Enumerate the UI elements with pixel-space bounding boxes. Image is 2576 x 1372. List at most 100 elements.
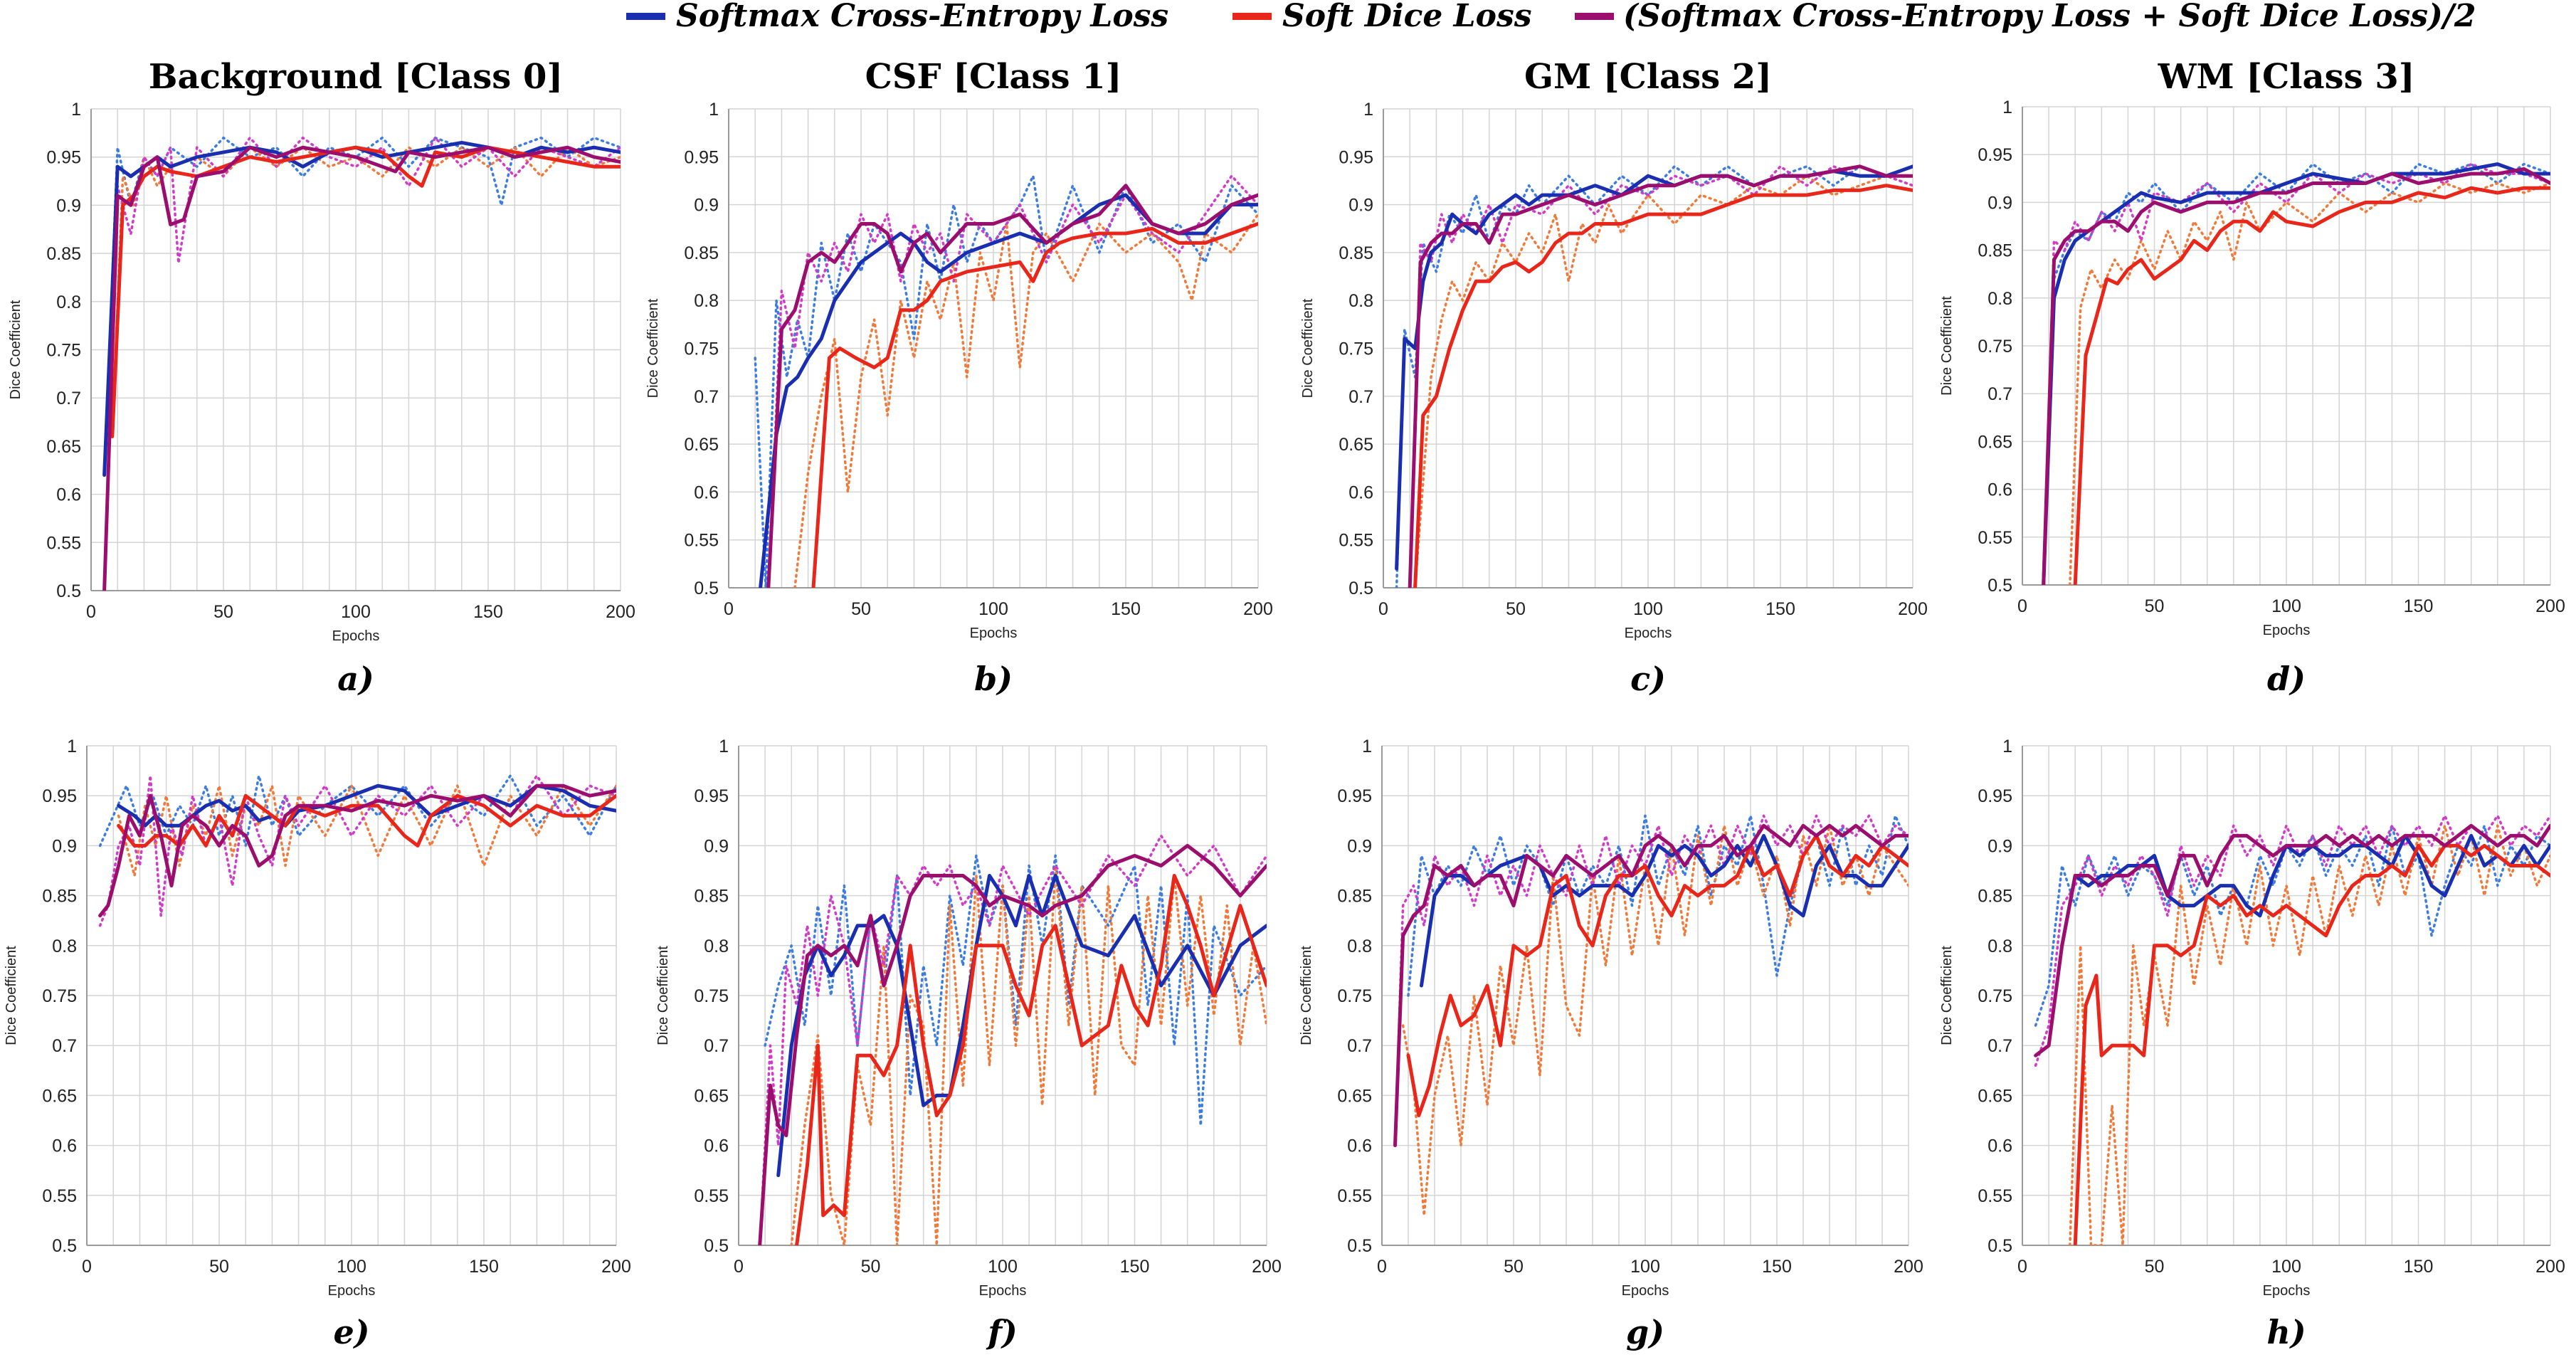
- series-line-ce-dotted: [98, 774, 616, 848]
- x-tick-label: 0: [82, 1257, 92, 1277]
- y-tick-label: 0.8: [1988, 936, 2012, 956]
- series-group: [98, 774, 616, 927]
- y-tick-label: 0.85: [1337, 887, 1372, 907]
- series-group: [1395, 164, 1913, 588]
- y-tick-label: 0.55: [1978, 528, 2012, 548]
- x-tick-label: 200: [2535, 1257, 2565, 1277]
- x-axis-label: Epochs: [332, 628, 380, 644]
- y-tick-label: 0.95: [694, 786, 729, 806]
- y-tick-label: 0.5: [52, 1236, 77, 1256]
- y-tick-label: 0.65: [694, 1086, 729, 1106]
- y-tick-label: 0.65: [42, 1086, 77, 1106]
- legend-label-combo: (Softmax Cross-Entropy Loss + Soft Dice …: [1623, 0, 2476, 34]
- chart-panel-5: 0.5 0.55 0.6 0.65 0.7 0.75 0.8 0.85 0.9 0.95 1 0 50 1…: [4, 737, 631, 1351]
- y-tick-label: 0.95: [42, 786, 77, 806]
- panel-label: h): [2266, 1313, 2306, 1351]
- legend-item-dice: Soft Dice Loss: [1232, 0, 1532, 34]
- y-axis-label: Dice Coefficient: [645, 298, 661, 398]
- chart-title: WM [Class 3]: [2158, 57, 2415, 97]
- x-tick-label: 100: [337, 1257, 366, 1277]
- y-tick-label: 0.5: [1988, 576, 2012, 596]
- series-line-dice-solid: [2073, 843, 2550, 1245]
- y-tick-label: 0.9: [1988, 836, 2012, 856]
- y-tick-label: 0.75: [1339, 339, 1373, 359]
- y-tick-label: 0.65: [1978, 432, 2012, 452]
- y-tick-label: 0.6: [694, 482, 719, 502]
- y-tick-label: 0.65: [1339, 435, 1373, 455]
- series-line-dice-solid: [117, 793, 616, 848]
- x-tick-label: 50: [861, 1257, 881, 1277]
- y-tick-label: 1: [1363, 100, 1373, 120]
- series-line-combo-dotted: [102, 136, 621, 591]
- series-line-ce-solid: [2042, 162, 2550, 585]
- series-line-dice-solid: [110, 145, 621, 438]
- panel-label: g): [1626, 1313, 1664, 1351]
- y-tick-label: 0.75: [1978, 986, 2012, 1006]
- x-tick-label: 200: [606, 602, 635, 622]
- x-tick-label: 0: [734, 1257, 744, 1277]
- series-line-combo-solid: [1408, 164, 1913, 588]
- y-axis-label: Dice Coefficient: [4, 946, 19, 1045]
- y-tick-label: 0.75: [46, 341, 81, 361]
- chart-title: GM [Class 2]: [1524, 57, 1772, 97]
- y-axis-label: Dice Coefficient: [1939, 296, 1955, 396]
- y-tick-label: 0.55: [694, 1186, 729, 1206]
- series-line-dice-solid: [795, 874, 1267, 1245]
- series-line-combo-solid: [102, 145, 621, 591]
- series-line-ce-solid: [759, 193, 1258, 588]
- y-tick-label: 1: [709, 100, 719, 120]
- chart-title: CSF [Class 1]: [865, 57, 1122, 97]
- series-line-combo-dotted: [767, 174, 1258, 588]
- y-tick-label: 0.55: [684, 531, 719, 551]
- y-tick-label: 0.9: [1988, 193, 2012, 213]
- y-tick-label: 0.5: [1348, 579, 1373, 598]
- chart-panel-4: 0.5 0.55 0.6 0.65 0.7 0.75 0.8 0.85 0.9 0.95 1 0 50 1…: [1939, 57, 2565, 698]
- y-tick-label: 0.6: [1988, 480, 2012, 500]
- series-line-dice-solid: [1406, 833, 1909, 1117]
- y-tick-label: 0.85: [694, 887, 729, 907]
- y-tick-label: 1: [67, 737, 77, 756]
- series-line-ce-solid: [1395, 164, 1913, 571]
- y-tick-label: 0.85: [1978, 887, 2012, 907]
- y-tick-label: 0.5: [1988, 1236, 2012, 1256]
- y-tick-label: 0.5: [694, 579, 719, 598]
- series-line-combo-solid: [98, 783, 616, 918]
- y-axis-label: Dice Coefficient: [655, 946, 671, 1045]
- y-tick-label: 0.55: [42, 1186, 77, 1206]
- y-tick-label: 0.6: [1988, 1136, 2012, 1156]
- y-tick-label: 0.75: [1337, 986, 1372, 1006]
- y-tick-label: 0.8: [1348, 291, 1373, 311]
- x-tick-label: 150: [2404, 1257, 2434, 1277]
- chart-panel-6: 0.5 0.55 0.6 0.65 0.7 0.75 0.8 0.85 0.9 0.95 1 0 50 1…: [655, 737, 1282, 1351]
- x-axis-label: Epochs: [2263, 1283, 2311, 1299]
- y-tick-label: 0.85: [684, 243, 719, 263]
- y-tick-label: 0.85: [1978, 241, 2012, 261]
- y-tick-label: 0.7: [1988, 1036, 2012, 1056]
- x-tick-label: 100: [1633, 599, 1663, 619]
- x-tick-label: 50: [1506, 599, 1526, 619]
- series-line-ce-dotted: [1407, 814, 1909, 997]
- x-tick-label: 200: [2535, 596, 2565, 616]
- y-axis-label: Dice Coefficient: [1300, 298, 1316, 398]
- legend: Softmax Cross-Entropy Loss Soft Dice Los…: [626, 0, 2476, 34]
- panel-label: e): [333, 1313, 369, 1351]
- y-tick-label: 0.55: [1339, 531, 1373, 551]
- y-tick-label: 0.7: [704, 1036, 729, 1056]
- series-group: [2034, 814, 2550, 1245]
- x-tick-label: 0: [86, 602, 96, 622]
- x-tick-label: 50: [2145, 596, 2165, 616]
- x-tick-label: 150: [473, 602, 503, 622]
- series-group: [758, 834, 1267, 1245]
- y-tick-label: 0.75: [694, 986, 729, 1006]
- panel-label: f): [986, 1313, 1018, 1351]
- y-tick-label: 0.7: [52, 1036, 77, 1056]
- panel-label: d): [2267, 660, 2306, 698]
- series-group: [102, 136, 621, 591]
- series-line-ce-dotted: [2042, 162, 2550, 585]
- y-tick-label: 0.8: [694, 291, 719, 311]
- y-axis-label: Dice Coefficient: [1299, 946, 1314, 1045]
- panels: 0.5 0.55 0.6 0.65 0.7 0.75 0.8 0.85 0.9 0.95 1 0 50 1…: [4, 57, 2565, 1351]
- x-tick-label: 150: [1765, 599, 1795, 619]
- panel-label: c): [1630, 660, 1666, 698]
